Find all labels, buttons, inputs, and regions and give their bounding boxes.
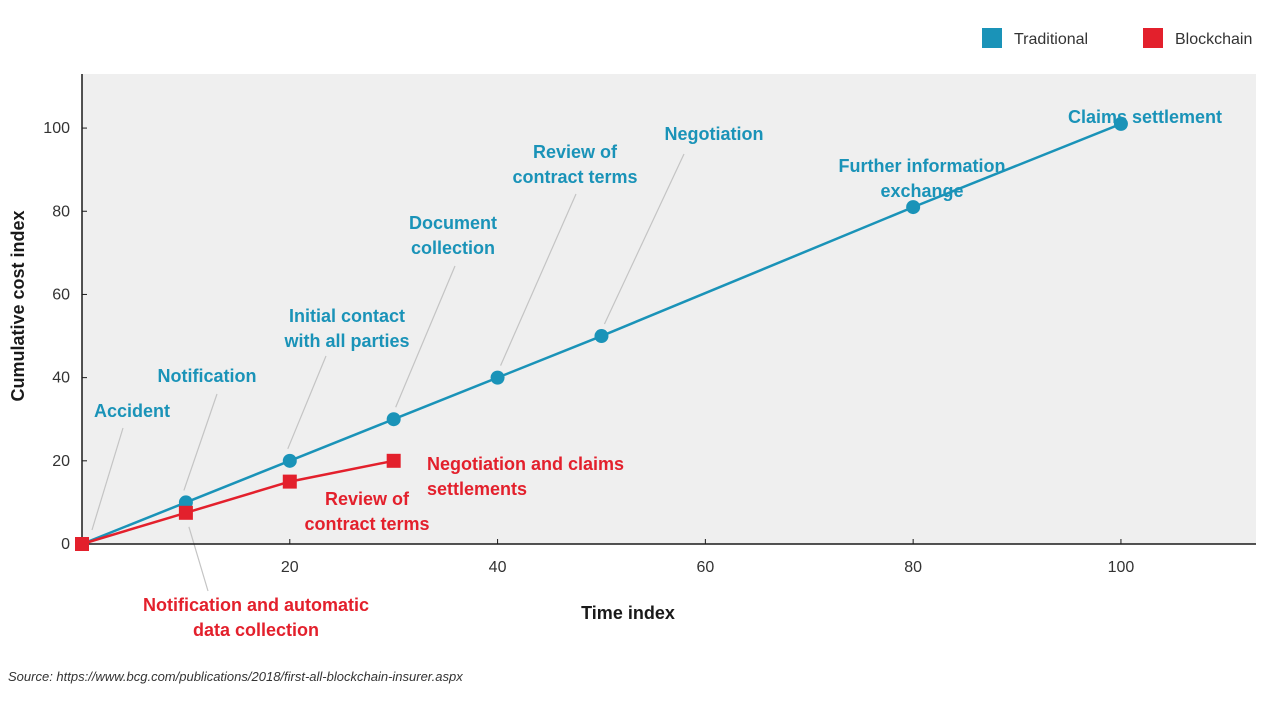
blockchain-data-point: [178, 505, 193, 520]
annotation-line: Negotiation and claims: [427, 454, 624, 474]
blockchain-data-point: [386, 453, 401, 468]
leader-line: [183, 393, 218, 491]
annotation-line: contract terms: [512, 167, 637, 187]
annotation-line: Negotiation: [665, 124, 764, 144]
blockchain-series-line: [81, 459, 394, 546]
annotation-line: exchange: [880, 181, 963, 201]
annotation-line: Further information: [839, 156, 1006, 176]
annotation-layer: Accident Notification Initial contact with …: [94, 107, 1222, 640]
y-tick-label: 100: [43, 120, 70, 137]
annotation-line: Review of: [325, 489, 410, 509]
x-tick-label: 40: [489, 559, 507, 576]
traditional-data-point: [386, 412, 401, 427]
leader-line: [500, 193, 577, 366]
traditional-annotation: Review of contract terms: [512, 142, 637, 187]
traditional-legend-label: Traditional: [1014, 31, 1088, 48]
traditional-data-point: [906, 200, 921, 215]
y-tick-label: 60: [52, 286, 70, 303]
annotation-line: Accident: [94, 401, 170, 421]
x-axis-title: Time index: [581, 603, 675, 623]
traditional-series-line: [81, 122, 1122, 546]
annotation-line: Initial contact: [289, 306, 405, 326]
traditional-legend-swatch: [982, 28, 1002, 48]
traditional-data-point: [490, 370, 505, 385]
blockchain-data-point: [75, 537, 89, 551]
y-tick-label: 0: [61, 536, 70, 553]
annotation-line: with all parties: [283, 331, 409, 351]
traditional-data-point: [594, 329, 609, 344]
annotation-line: collection: [411, 238, 495, 258]
source-note: Source: https://www.bcg.com/publications…: [8, 669, 463, 684]
leader-line: [188, 526, 209, 592]
annotation-line: contract terms: [304, 514, 429, 534]
traditional-annotation: Negotiation: [665, 124, 764, 144]
traditional-annotation: Claims settlement: [1068, 107, 1222, 127]
y-tick-label: 40: [52, 370, 70, 387]
blockchain-annotation: Review of contract terms: [304, 489, 429, 534]
leader-line: [91, 427, 124, 531]
x-tick-label: 80: [904, 559, 922, 576]
leader-line: [603, 153, 685, 325]
series-layer: [75, 116, 1128, 551]
y-tick-label: 20: [52, 453, 70, 470]
leader-lines-layer: [91, 153, 685, 592]
legend: Traditional Blockchain: [982, 28, 1252, 48]
traditional-annotation: Accident: [94, 401, 170, 421]
traditional-annotation: Further information exchange: [839, 156, 1006, 201]
blockchain-legend-swatch: [1143, 28, 1163, 48]
blockchain-annotation: Notification and automatic data collectio…: [143, 595, 369, 640]
leader-line: [287, 355, 327, 450]
traditional-annotation: Notification: [158, 366, 257, 386]
leader-line: [395, 265, 456, 408]
traditional-data-point: [282, 453, 297, 468]
blockchain-legend-label: Blockchain: [1175, 31, 1252, 48]
x-tick-label: 20: [281, 559, 299, 576]
annotation-line: data collection: [193, 620, 319, 640]
annotation-line: Review of: [533, 142, 618, 162]
x-tick-label: 60: [696, 559, 714, 576]
blockchain-data-point: [282, 474, 297, 489]
blockchain-annotation: Negotiation and claims settlements: [427, 454, 624, 499]
annotation-line: settlements: [427, 479, 527, 499]
annotation-line: Notification and automatic: [143, 595, 369, 615]
traditional-annotation: Initial contact with all parties: [283, 306, 409, 351]
y-axis-title: Cumulative cost index: [8, 210, 28, 401]
traditional-data-point: [1113, 116, 1128, 131]
axes-layer: 0 20 40 60 80 100 20 40 60 80 100: [43, 74, 1256, 576]
traditional-annotation: Document collection: [409, 213, 497, 258]
y-tick-label: 80: [52, 203, 70, 220]
annotation-line: Claims settlement: [1068, 107, 1222, 127]
annotation-line: Document: [409, 213, 497, 233]
annotation-line: Notification: [158, 366, 257, 386]
x-tick-label: 100: [1108, 559, 1135, 576]
